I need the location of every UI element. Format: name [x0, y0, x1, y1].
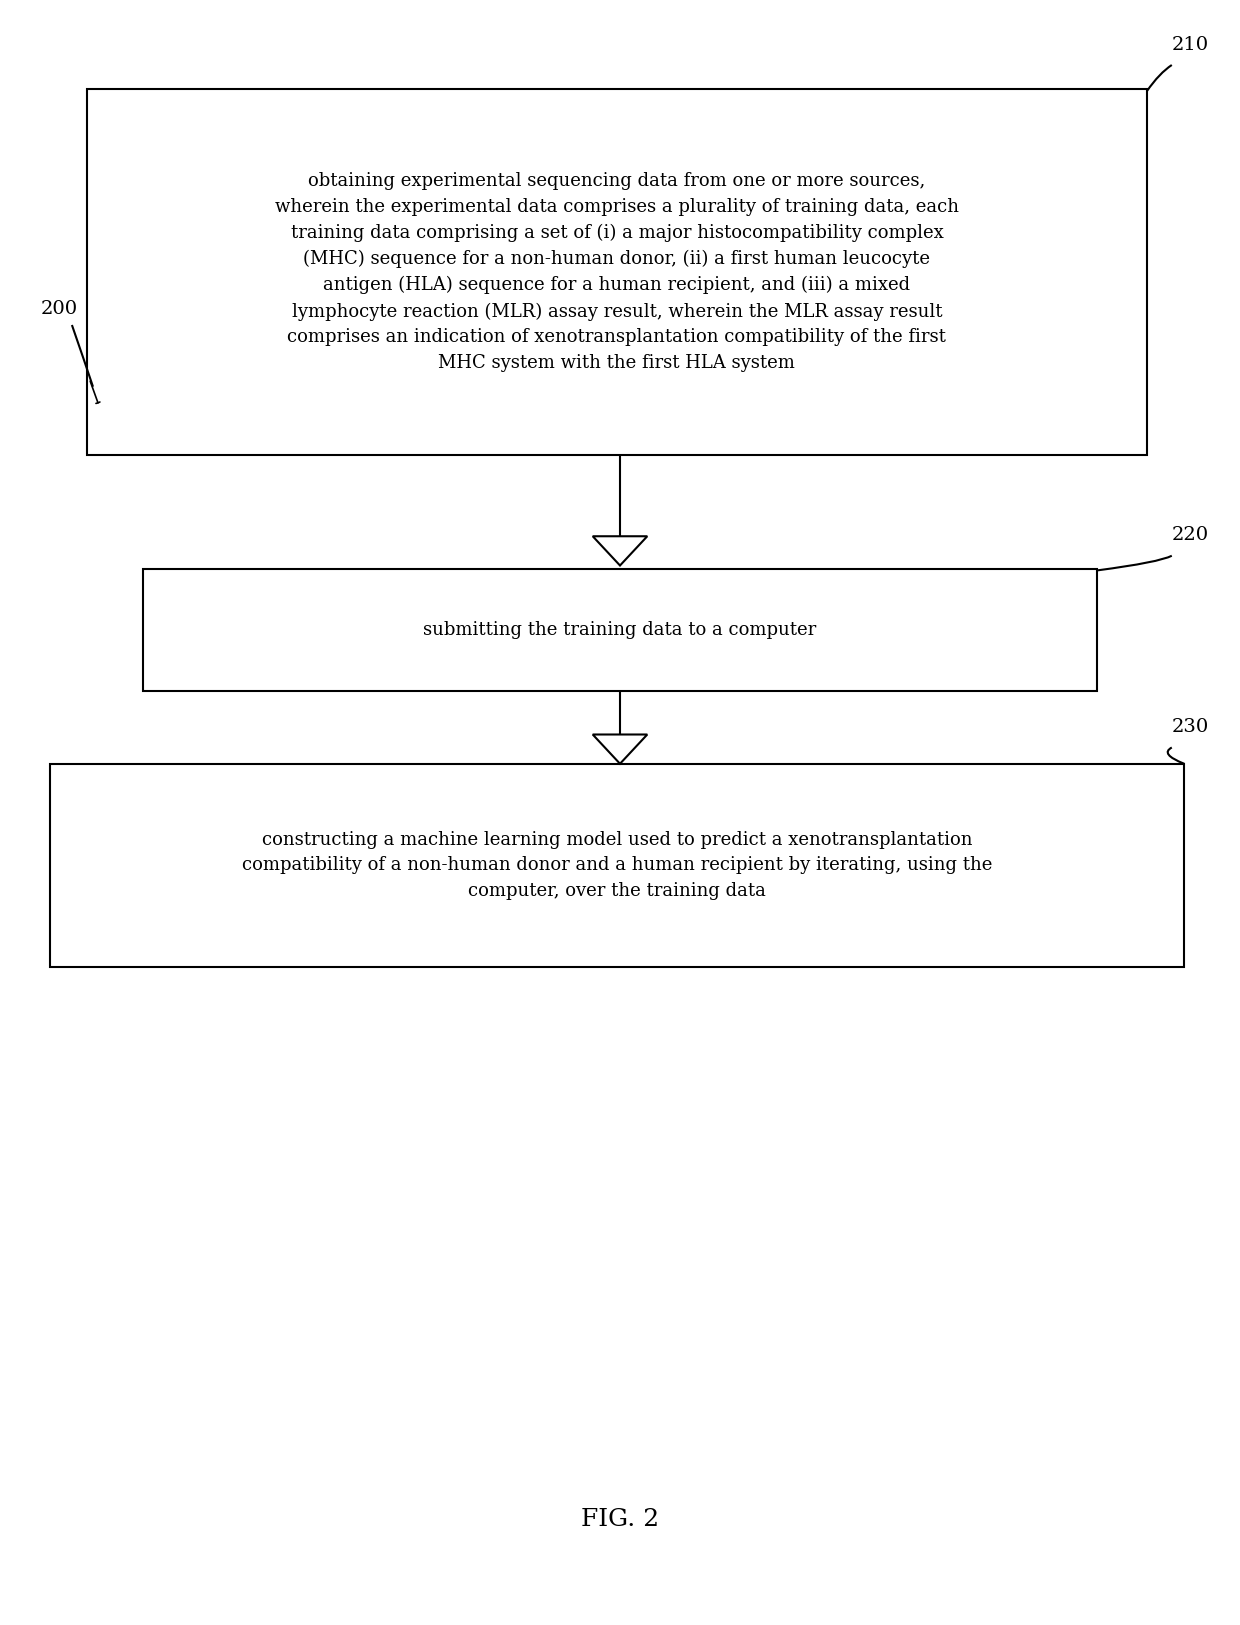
FancyBboxPatch shape: [143, 569, 1097, 691]
Text: constructing a machine learning model used to predict a xenotransplantation
comp: constructing a machine learning model us…: [242, 830, 992, 900]
Text: FIG. 2: FIG. 2: [580, 1508, 660, 1531]
Text: 200: 200: [41, 299, 78, 318]
Text: obtaining experimental sequencing data from one or more sources,
wherein the exp: obtaining experimental sequencing data f…: [275, 172, 959, 372]
Text: 220: 220: [1172, 526, 1209, 544]
Text: 230: 230: [1172, 718, 1209, 736]
FancyBboxPatch shape: [50, 764, 1184, 967]
FancyBboxPatch shape: [87, 89, 1147, 455]
Text: submitting the training data to a computer: submitting the training data to a comput…: [423, 621, 817, 639]
Text: 210: 210: [1172, 36, 1209, 54]
